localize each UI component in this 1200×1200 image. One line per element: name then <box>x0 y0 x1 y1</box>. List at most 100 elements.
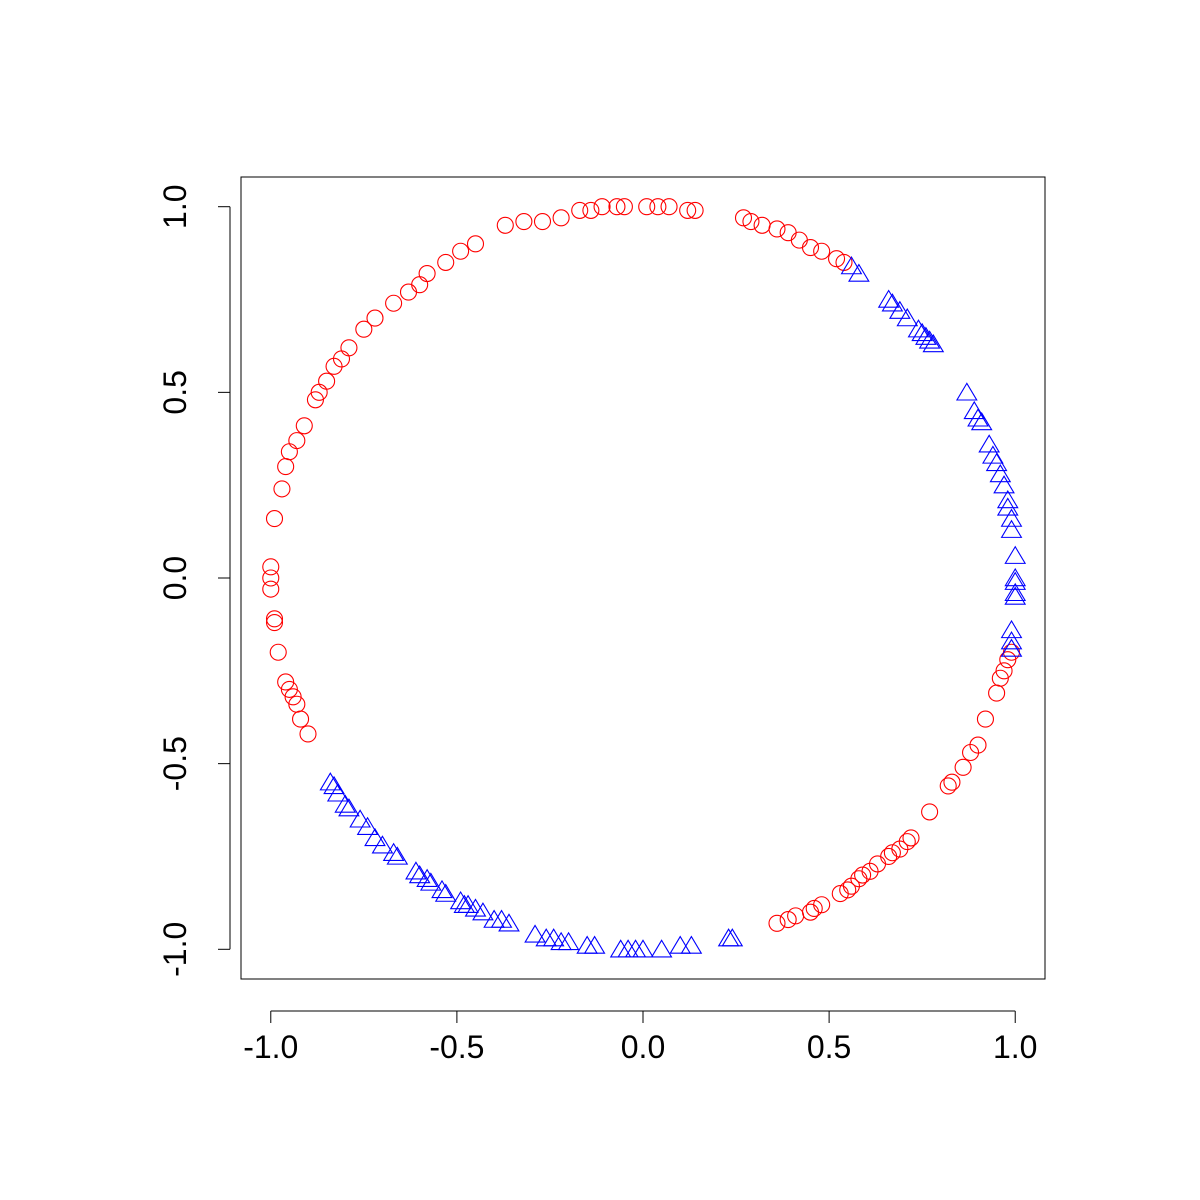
data-point-circle <box>571 201 589 219</box>
data-point-triangle <box>1004 582 1027 602</box>
data-point-circle <box>366 309 384 327</box>
data-point-circle <box>805 899 823 918</box>
data-point-circle <box>593 198 611 216</box>
data-point-circle <box>943 773 961 791</box>
data-point-circle <box>880 847 898 866</box>
data-point-circle <box>988 684 1006 702</box>
data-point-circle <box>768 220 786 238</box>
data-point-triangle <box>840 256 863 275</box>
x-tick-label: 0.5 <box>807 1029 851 1065</box>
data-point-triangle <box>911 322 934 342</box>
data-point-circle <box>902 829 920 847</box>
data-point-triangle <box>881 293 904 312</box>
data-point-triangle <box>1000 619 1023 639</box>
data-point-triangle <box>386 846 409 865</box>
data-point-circle <box>295 417 313 435</box>
data-point-circle <box>962 743 980 762</box>
data-point-triangle <box>877 289 900 308</box>
data-point-circle <box>831 885 849 903</box>
data-point-triangle <box>978 434 1001 453</box>
data-point-triangle <box>989 463 1012 483</box>
data-point-triangle <box>1000 631 1023 650</box>
data-point-triangle <box>996 489 1019 509</box>
data-point-circle <box>437 253 455 271</box>
data-point-circle <box>269 643 287 661</box>
data-point-circle <box>533 213 552 231</box>
data-point-circle <box>265 510 284 528</box>
axes: -1.0 -0.5 0.0 0.5 1.0 -1.0 -0.5 0.0 0.5 1.0 <box>157 176 1046 1065</box>
data-point-circle <box>299 725 317 743</box>
data-point-triangle <box>542 928 565 947</box>
data-point-triangle <box>1000 519 1023 538</box>
data-point-circle <box>582 201 600 219</box>
data-point-circle <box>854 866 872 884</box>
data-point-circle <box>790 231 808 249</box>
data-point-circle <box>262 558 280 576</box>
data-point-circle <box>310 383 328 401</box>
data-point-triangle <box>907 319 930 338</box>
data-point-triangle <box>1004 545 1027 564</box>
data-point-circle <box>801 238 820 257</box>
data-point-triangle <box>1004 586 1027 605</box>
data-point-circle <box>768 914 786 932</box>
data-point-circle <box>801 903 820 921</box>
data-point-triangle <box>1004 571 1027 590</box>
y-tick-label: -1.0 <box>157 922 193 977</box>
data-point-triangle <box>967 408 989 427</box>
data-point-circle <box>452 242 470 260</box>
data-point-circle <box>828 250 846 268</box>
data-point-triangle <box>557 931 580 951</box>
data-point-triangle <box>583 935 606 954</box>
data-point-triangle <box>431 879 453 899</box>
data-point-triangle <box>963 400 986 420</box>
data-point-triangle <box>896 308 919 327</box>
data-point-circle <box>734 209 753 227</box>
data-point-triangle <box>955 382 978 401</box>
data-point-triangle <box>915 326 937 345</box>
data-point-circle <box>418 264 436 283</box>
data-point-triangle <box>323 775 345 795</box>
data-point-circle <box>976 710 994 728</box>
data-point-circle <box>999 651 1017 669</box>
data-point-triangle <box>364 827 386 847</box>
data-point-circle <box>995 662 1013 680</box>
data-point-circle <box>265 610 284 628</box>
data-point-circle <box>399 283 418 301</box>
data-point-triangle <box>888 300 911 319</box>
data-point-circle <box>615 198 633 216</box>
data-point-circle <box>262 569 280 587</box>
data-point-triangle <box>338 798 360 817</box>
data-point-circle <box>883 844 901 862</box>
data-point-circle <box>939 777 957 795</box>
x-tick-label: -1.0 <box>243 1029 298 1065</box>
data-point-circle <box>608 198 626 216</box>
data-point-triangle <box>632 939 654 958</box>
data-point-circle <box>273 480 291 498</box>
data-point-triangle <box>405 861 427 880</box>
data-point-circle <box>466 235 485 253</box>
data-point-circle <box>325 357 343 375</box>
data-point-circle <box>306 391 324 409</box>
data-point-circle <box>280 443 298 461</box>
data-point-circle <box>779 224 797 242</box>
data-point-circle <box>787 907 805 925</box>
data-point-triangle <box>490 909 513 928</box>
data-points <box>262 198 1027 958</box>
y-tick-label: 1.0 <box>157 184 193 228</box>
data-point-triangle <box>326 783 349 802</box>
data-point-circle <box>318 372 336 390</box>
data-point-triangle <box>717 928 740 947</box>
data-point-circle <box>355 320 373 338</box>
data-point-circle <box>660 198 678 216</box>
data-point-triangle <box>416 868 438 887</box>
data-point-triangle <box>848 263 870 282</box>
data-point-triangle <box>356 816 379 835</box>
data-point-circle <box>921 803 939 821</box>
data-point-circle <box>954 758 972 776</box>
data-point-triangle <box>982 445 1004 464</box>
data-point-triangle <box>993 475 1015 494</box>
data-point-triangle <box>922 334 945 353</box>
data-point-circle <box>813 242 831 260</box>
data-point-triangle <box>524 924 546 943</box>
